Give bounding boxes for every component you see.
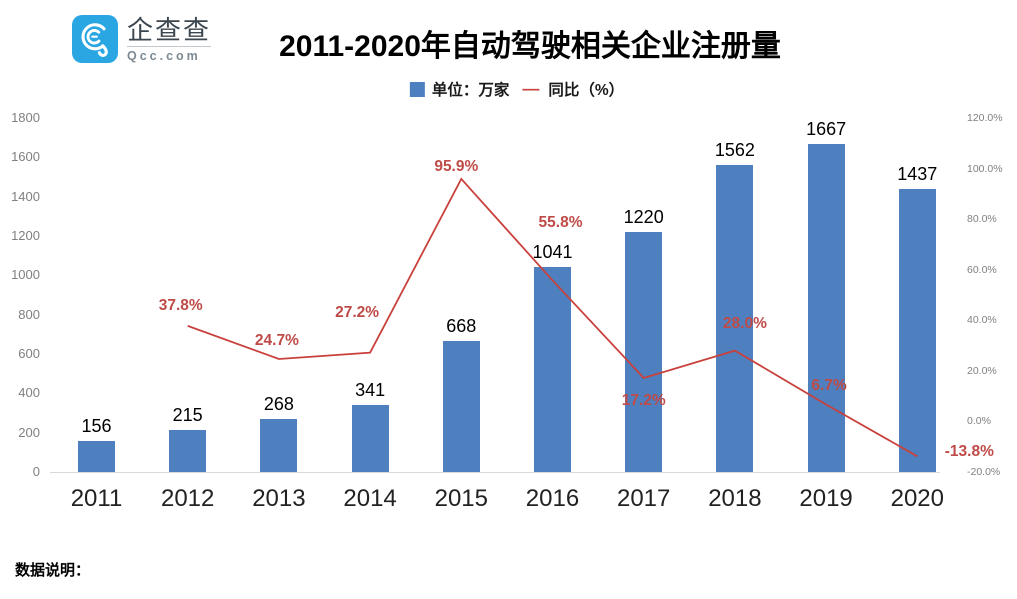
x-axis-label: 2016: [525, 485, 580, 512]
footnote-heading: 数据说明：: [15, 562, 91, 579]
bar-legend-swatch: [409, 81, 425, 97]
left-axis-tick-label: 800: [18, 306, 40, 322]
footnotes: 数据说明： 1、仅统计企业名、品牌产品、经营范围含“自动驾驶/无人驾驶”的企业 …: [15, 517, 478, 599]
logo-divider: [127, 46, 212, 47]
bar: [442, 340, 480, 472]
line-point-label: 6.7%: [811, 377, 847, 395]
bar-value-label: 1437: [897, 164, 938, 185]
chart-title: 2011-2020年自动驾驶相关企业注册量: [279, 30, 781, 63]
x-axis-label: 2015: [434, 485, 488, 512]
line-point-label: 24.7%: [254, 331, 299, 349]
x-axis-label: 2018: [708, 485, 762, 512]
left-axis-tick-label: 1000: [11, 267, 40, 283]
bar-legend-label: 单位：万家: [431, 82, 510, 99]
line-point-label: 17.2%: [621, 391, 666, 409]
bar: [78, 441, 115, 472]
left-axis-tick-label: 200: [18, 424, 40, 440]
x-axis-label: 2011: [70, 485, 123, 512]
right-axis-tick-label: 60.0%: [967, 263, 997, 276]
bar-value-label: 215: [172, 404, 203, 425]
right-axis-tick-label: 100.0%: [967, 162, 1003, 175]
left-axis-tick-label: 600: [18, 346, 40, 361]
line-legend-marker: —: [522, 79, 540, 98]
left-axis-tick-label: 1200: [11, 228, 40, 243]
qcc-logo: 企查查 Qcc.com: [72, 15, 212, 63]
line-point-label: 55.8%: [538, 214, 583, 232]
line-legend-label: 同比（%）: [548, 82, 625, 99]
x-axis-baseline: [50, 472, 940, 473]
right-axis-tick-label: 120.0%: [967, 112, 1003, 124]
bar-value-label: 1667: [806, 119, 847, 140]
bar-value-label: 1220: [623, 207, 664, 228]
bar-value-label: 156: [81, 416, 112, 437]
bar-value-label: 341: [355, 379, 386, 400]
x-axis-label: 2014: [343, 485, 397, 512]
left-axis-tick-label: 1600: [11, 149, 40, 165]
logo-name: 企查查: [127, 15, 212, 45]
logo-text: 企查查 Qcc.com: [127, 15, 212, 63]
right-axis-tick-label: 0.0%: [967, 415, 991, 428]
x-axis-label: 2019: [799, 485, 853, 512]
left-axis-tick-label: 0: [32, 464, 40, 479]
x-axis-label: 2012: [160, 485, 215, 512]
right-axis-tick-label: 40.0%: [967, 314, 997, 327]
left-axis-tick-label: 1800: [11, 110, 40, 125]
bar-value-label: 668: [446, 315, 477, 336]
bar-value-label: 1041: [532, 242, 573, 263]
line-point-label: -13.8%: [944, 443, 994, 461]
line-point-label: 95.9%: [434, 157, 479, 175]
bar: [898, 189, 936, 472]
logo-domain: Qcc.com: [127, 49, 201, 63]
right-axis-tick-label: -20.0%: [967, 466, 1001, 478]
bar: [625, 232, 663, 472]
bar: [260, 419, 298, 472]
bar-value-label: 268: [263, 394, 294, 415]
left-axis-tick-label: 400: [18, 385, 40, 401]
line-point-label: 37.8%: [158, 296, 203, 314]
qcc-magnifier-icon: [72, 15, 118, 63]
left-axis-tick-label: 1400: [11, 188, 40, 204]
right-axis-tick-label: 80.0%: [967, 213, 997, 226]
right-axis-tick-label: 20.0%: [967, 364, 997, 377]
line-point-label: 27.2%: [335, 303, 380, 321]
bar: [534, 267, 571, 472]
bar: [807, 144, 845, 472]
bar: [351, 404, 389, 472]
bar: [169, 429, 207, 472]
x-axis-label: 2020: [890, 485, 944, 512]
line-point-label: 28.0%: [722, 314, 767, 332]
x-axis-label: 2013: [252, 485, 306, 512]
bar-value-label: 1562: [714, 139, 755, 160]
chart-legend: 单位：万家 — 同比（%）: [409, 78, 625, 100]
x-axis-label: 2017: [616, 485, 671, 512]
